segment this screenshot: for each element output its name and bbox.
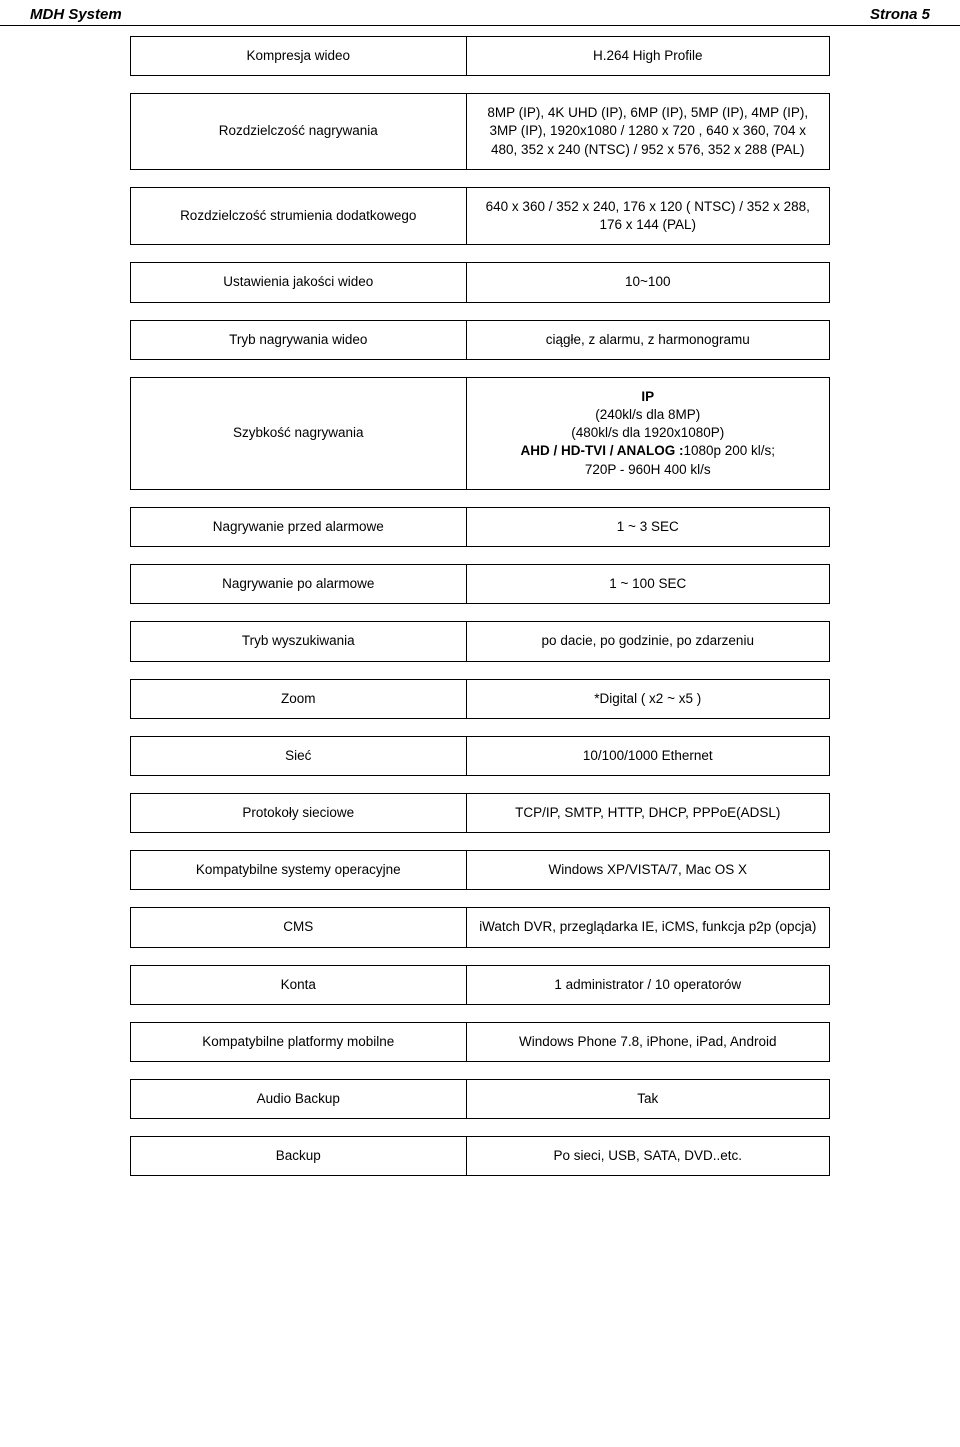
spec-label: Ustawienia jakości wideo <box>131 263 466 301</box>
row-spacer <box>131 775 830 793</box>
spec-value: 640 x 360 / 352 x 240, 176 x 120 ( NTSC)… <box>467 188 829 244</box>
row-spacer <box>131 489 830 507</box>
table-row: Tryb nagrywania wideociągłe, z alarmu, z… <box>131 320 830 359</box>
spec-label: Zoom <box>131 680 466 718</box>
row-spacer <box>131 359 830 377</box>
row-spacer <box>131 245 830 263</box>
header-right: Strona 5 <box>870 6 930 23</box>
table-row: BackupPo sieci, USB, SATA, DVD..etc. <box>131 1137 830 1176</box>
table-row: Nagrywanie po alarmowe1 ~ 100 SEC <box>131 565 830 604</box>
spec-label: Audio Backup <box>131 1080 466 1118</box>
spec-label: Konta <box>131 966 466 1004</box>
spec-value: *Digital ( x2 ~ x5 ) <box>467 680 829 718</box>
spec-label: Rozdzielczość strumienia dodatkowego <box>131 197 466 235</box>
spec-value: 10~100 <box>467 263 829 301</box>
row-spacer <box>131 718 830 736</box>
spec-value: 8MP (IP), 4K UHD (IP), 6MP (IP), 5MP (IP… <box>467 94 829 169</box>
spec-label: Kompresja wideo <box>131 37 466 75</box>
spec-label: Nagrywanie po alarmowe <box>131 565 466 603</box>
table-row: Nagrywanie przed alarmowe1 ~ 3 SEC <box>131 507 830 546</box>
spec-label: Rozdzielczość nagrywania <box>131 112 466 150</box>
spec-label: Kompatybilne platformy mobilne <box>131 1023 466 1061</box>
table-row: Ustawienia jakości wideo10~100 <box>131 263 830 302</box>
spec-label: Nagrywanie przed alarmowe <box>131 508 466 546</box>
row-spacer <box>131 1062 830 1080</box>
spec-table: Kompresja wideoH.264 High ProfileRozdzie… <box>130 36 830 1176</box>
page-header: MDH System Strona 5 <box>0 0 960 26</box>
table-row: Szybkość nagrywaniaIP(240kl/s dla 8MP)(4… <box>131 377 830 489</box>
row-spacer <box>131 890 830 908</box>
table-row: Rozdzielczość nagrywania8MP (IP), 4K UHD… <box>131 94 830 170</box>
table-row: Zoom*Digital ( x2 ~ x5 ) <box>131 679 830 718</box>
row-spacer <box>131 947 830 965</box>
spec-value: ciągłe, z alarmu, z harmonogramu <box>467 321 829 359</box>
spec-label: Sieć <box>131 737 466 775</box>
table-row: Konta1 administrator / 10 operatorów <box>131 965 830 1004</box>
spec-value: 1 ~ 3 SEC <box>467 508 829 546</box>
row-spacer <box>131 604 830 622</box>
row-spacer <box>131 302 830 320</box>
spec-label: Tryb wyszukiwania <box>131 622 466 660</box>
table-row: Kompatybilne platformy mobilneWindows Ph… <box>131 1022 830 1061</box>
row-spacer <box>131 169 830 187</box>
spec-value: H.264 High Profile <box>467 37 829 75</box>
row-spacer <box>131 1004 830 1022</box>
row-spacer <box>131 547 830 565</box>
spec-label: Protokoły sieciowe <box>131 794 466 832</box>
row-spacer <box>131 661 830 679</box>
spec-value: Tak <box>467 1080 829 1118</box>
spec-label: Szybkość nagrywania <box>131 414 466 452</box>
row-spacer <box>131 833 830 851</box>
spec-value: iWatch DVR, przeglądarka IE, iCMS, funkc… <box>467 908 829 946</box>
table-row: Audio BackupTak <box>131 1080 830 1119</box>
table-row: Sieć10/100/1000 Ethernet <box>131 736 830 775</box>
spec-label: Tryb nagrywania wideo <box>131 321 466 359</box>
spec-value: 10/100/1000 Ethernet <box>467 737 829 775</box>
table-row: Rozdzielczość strumienia dodatkowego640 … <box>131 187 830 244</box>
table-row: CMSiWatch DVR, przeglądarka IE, iCMS, fu… <box>131 908 830 947</box>
row-spacer <box>131 1119 830 1137</box>
spec-value: Windows XP/VISTA/7, Mac OS X <box>467 851 829 889</box>
header-left: MDH System <box>30 6 122 23</box>
table-row: Tryb wyszukiwaniapo dacie, po godzinie, … <box>131 622 830 661</box>
table-row: Protokoły siecioweTCP/IP, SMTP, HTTP, DH… <box>131 793 830 832</box>
spec-label: Backup <box>131 1137 466 1175</box>
spec-value: Windows Phone 7.8, iPhone, iPad, Android <box>467 1023 829 1061</box>
spec-value: 1 ~ 100 SEC <box>467 565 829 603</box>
spec-table-wrap: Kompresja wideoH.264 High ProfileRozdzie… <box>0 26 960 1206</box>
spec-value: po dacie, po godzinie, po zdarzeniu <box>467 622 829 660</box>
spec-value: TCP/IP, SMTP, HTTP, DHCP, PPPoE(ADSL) <box>467 794 829 832</box>
table-row: Kompatybilne systemy operacyjneWindows X… <box>131 851 830 890</box>
spec-label: CMS <box>131 908 466 946</box>
spec-value: 1 administrator / 10 operatorów <box>467 966 829 1004</box>
spec-value: Po sieci, USB, SATA, DVD..etc. <box>467 1137 829 1175</box>
spec-label: Kompatybilne systemy operacyjne <box>131 851 466 889</box>
row-spacer <box>131 76 830 94</box>
table-row: Kompresja wideoH.264 High Profile <box>131 37 830 76</box>
spec-value: IP(240kl/s dla 8MP)(480kl/s dla 1920x108… <box>467 378 829 489</box>
